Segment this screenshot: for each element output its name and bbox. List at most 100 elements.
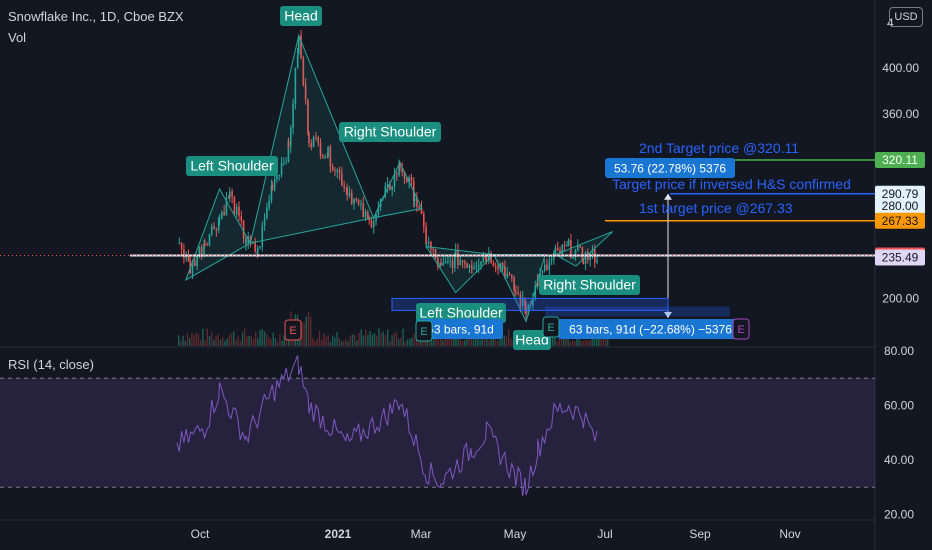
candle-body [517,292,519,295]
candle-body [266,207,268,219]
volume-bar [197,334,200,346]
candle-body [297,35,300,55]
volume-bar [246,335,248,346]
label-right-shoulder-bg [339,122,441,142]
candle-body [563,244,566,247]
time-tick: Sep [689,527,711,541]
volume-bar [367,335,369,346]
volume-bar [202,328,204,346]
volume-bar [378,328,380,346]
volume-bar [395,332,398,346]
candle-body [425,226,427,245]
candle-body [572,257,575,259]
candle-body [235,206,238,215]
volume-bar [277,341,279,346]
volume-bar [270,338,272,346]
volume-bar [448,337,450,346]
candle-body [418,206,421,208]
right-shoulder-triangle [372,161,423,219]
candle-body [487,253,490,261]
label-inv-head: Head [515,332,548,348]
candle-body [477,264,480,267]
candle-body [461,260,464,262]
candle-body [287,140,290,162]
volume-bar [417,337,420,346]
candle-body [273,179,276,190]
volume-bar [565,333,567,346]
volume-bar [336,331,338,346]
volume-bar [195,332,197,346]
candle-body [191,260,194,274]
volume-bar [233,331,235,346]
candle-body [386,183,389,188]
volume-bar [193,335,195,346]
candle-body [437,257,439,267]
volume-bar [288,340,290,346]
symbol-title[interactable]: Snowflake Inc., 1D, Cboe BZX [8,9,184,24]
range-stats-left-bg [418,319,503,339]
volume-bar [591,337,593,346]
volume-bar [215,335,217,346]
time-tick: May [504,527,527,541]
candle-body [187,254,190,262]
volume-bar [486,334,488,346]
price-badge-label: 280.00 [882,199,919,213]
volume-bar [580,340,582,346]
price-badge-label: 290.79 [882,187,919,201]
volume-bar [413,333,415,346]
candle-body [217,219,220,231]
currency-button[interactable]: USD [889,7,923,27]
candle-body [200,246,203,254]
volume-bar [554,334,556,346]
candle-body [546,264,548,270]
volume-bar [255,331,257,346]
volume-bar [230,333,233,346]
volume-bar [508,329,510,346]
volume-label: Vol [8,30,27,45]
volume-bar [305,316,307,346]
volume-bar [261,329,263,346]
volume-bar [567,332,569,346]
rsi-title[interactable]: RSI (14, close) [8,357,94,372]
candle-body [527,304,530,314]
candle-body [447,261,449,263]
volume-bar [182,335,184,346]
candle-body [457,250,459,266]
candle-body [285,161,287,163]
candle-body [395,173,398,176]
volume-bar [248,335,250,346]
candle-body [582,260,585,265]
volume-bar [483,337,486,346]
candle-body [454,250,457,255]
volume-bar [563,337,565,346]
volume-bar [316,338,318,346]
volume-bar [312,338,314,346]
volume-bar [259,329,261,346]
volume-bar [206,328,208,346]
candle-body [350,192,353,204]
rsi-line [176,355,598,496]
volume-bar [354,334,356,346]
candle-body [524,297,526,308]
candle-body [581,247,584,261]
volume-bar [343,340,345,346]
candle-body [180,242,183,250]
rsi-tick: 20.00 [884,508,914,522]
volume-bar [303,322,305,346]
volume-bar [453,338,455,346]
volume-bar [252,338,255,346]
volume-bar [356,340,358,346]
volume-bar [433,335,435,346]
candle-body [393,173,396,187]
volume-bar [574,341,576,346]
candle-body [336,169,339,172]
volume-bar [204,340,206,346]
volume-bar [191,332,193,346]
volume-bar [466,333,468,346]
volume-bar [558,333,560,346]
volume-bar [281,340,283,346]
candle-body [511,274,513,278]
candle-body [233,196,236,215]
rsi-tick: 60.00 [884,399,914,413]
